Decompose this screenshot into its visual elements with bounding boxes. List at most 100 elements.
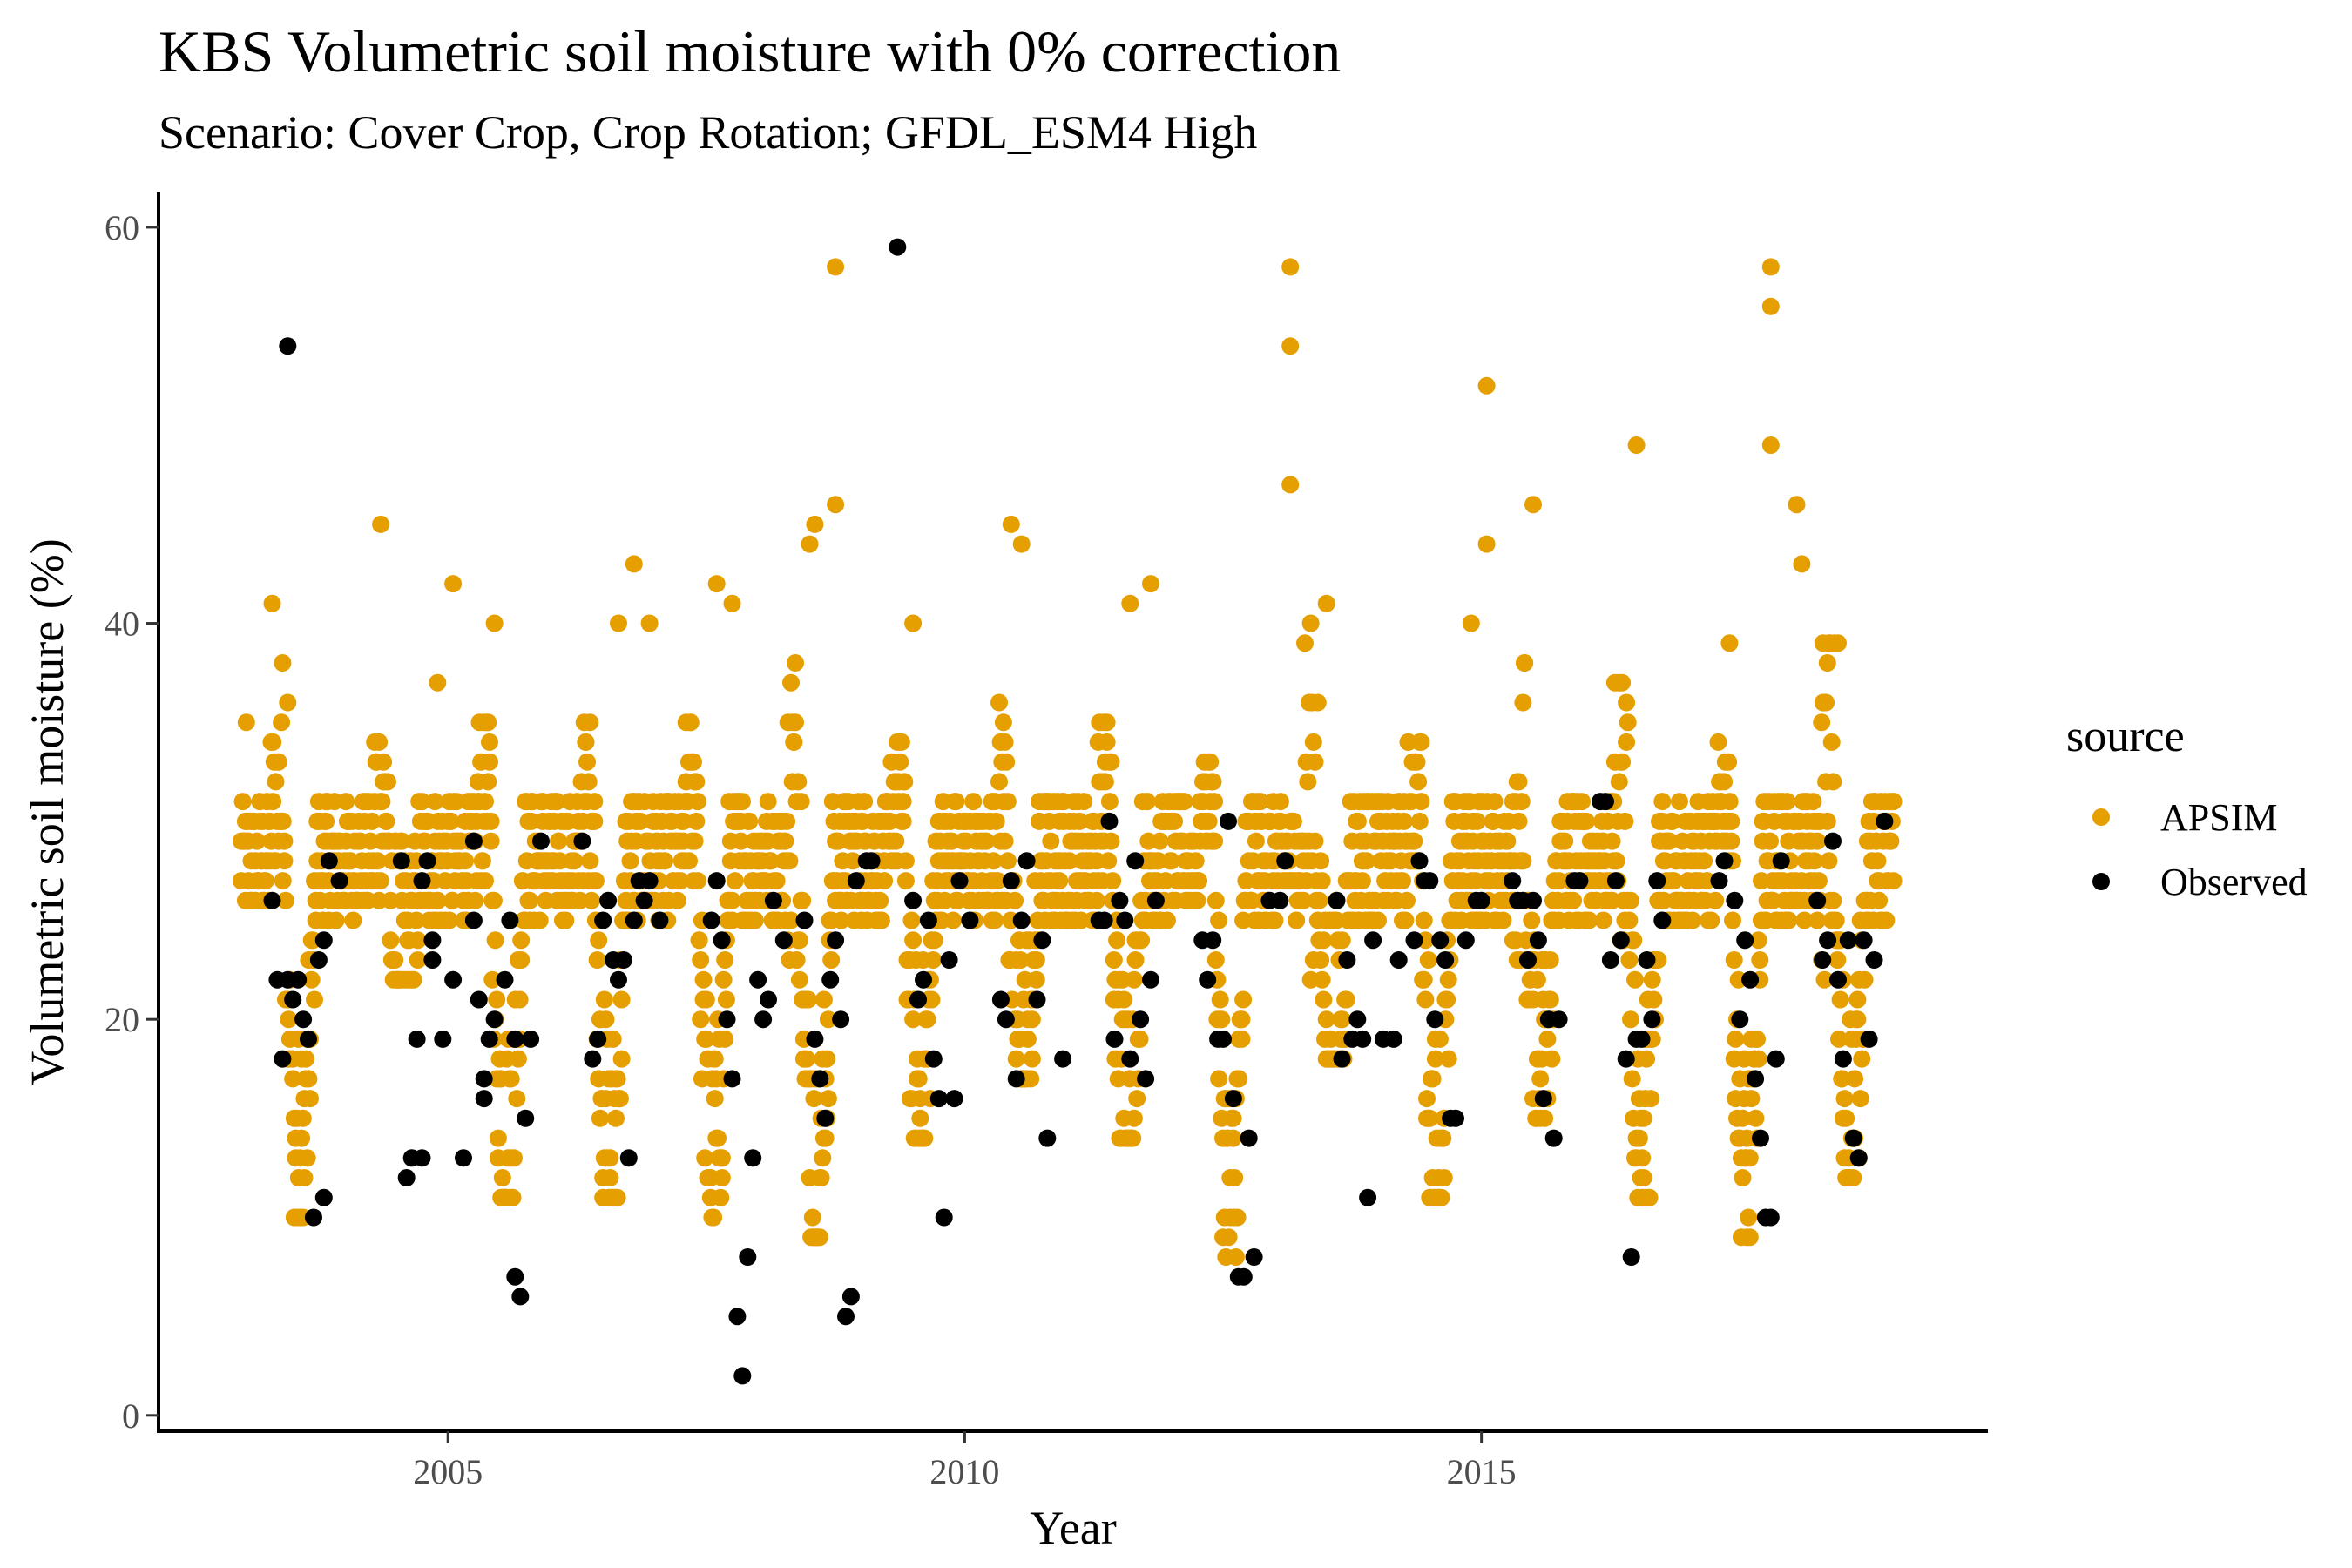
apsim-point <box>1512 793 1531 811</box>
observed-point <box>413 872 431 890</box>
apsim-point <box>989 872 1007 890</box>
apsim-point <box>362 812 381 830</box>
observed-point <box>470 990 488 1009</box>
apsim-point <box>1138 793 1156 811</box>
apsim-point <box>1734 1109 1752 1127</box>
apsim-point <box>504 1188 522 1206</box>
apsim-point <box>375 753 393 771</box>
apsim-point <box>1844 1169 1862 1186</box>
observed-point <box>1126 852 1145 870</box>
observed-point <box>1338 951 1356 969</box>
observed-point <box>1849 1149 1868 1167</box>
observed-point <box>501 911 519 929</box>
apsim-point <box>1724 911 1741 929</box>
observed-point <box>589 1030 607 1048</box>
apsim-point <box>1620 951 1639 969</box>
apsim-point <box>632 812 649 830</box>
apsim-point <box>1294 891 1313 909</box>
observed-point <box>274 1050 292 1068</box>
apsim-point <box>1396 911 1415 929</box>
observed-point <box>909 990 927 1009</box>
observed-point <box>1731 1010 1749 1029</box>
apsim-point <box>586 872 605 890</box>
apsim-point <box>1462 614 1480 632</box>
apsim-point <box>781 852 799 870</box>
apsim-point <box>1603 832 1621 850</box>
apsim-point <box>1315 931 1333 950</box>
observed-point <box>1100 812 1119 830</box>
observed-point <box>1142 970 1159 989</box>
observed-point <box>1814 951 1832 969</box>
apsim-point <box>1780 911 1798 929</box>
observed-point <box>423 951 442 969</box>
apsim-point <box>1051 872 1069 890</box>
apsim-point <box>442 812 460 830</box>
apsim-point <box>1622 1010 1639 1029</box>
apsim-point <box>1720 793 1739 811</box>
observed-point <box>940 951 958 969</box>
apsim-point <box>947 793 965 811</box>
apsim-point <box>787 951 806 969</box>
apsim-point <box>1210 911 1228 929</box>
apsim-point <box>1485 793 1504 811</box>
apsim-point <box>1528 970 1546 989</box>
observed-point <box>1204 931 1222 950</box>
apsim-point <box>505 1149 523 1167</box>
apsim-point <box>1220 1228 1238 1247</box>
apsim-point <box>1622 891 1639 909</box>
apsim-point <box>1200 812 1218 830</box>
apsim-point <box>875 872 894 890</box>
apsim-point <box>1284 812 1302 830</box>
observed-point <box>599 891 618 909</box>
observed-point <box>309 951 328 969</box>
observed-point <box>584 1050 602 1068</box>
apsim-point <box>1233 1030 1251 1048</box>
apsim-point <box>1749 1050 1767 1068</box>
apsim-point <box>902 911 921 929</box>
apsim-point <box>1333 1010 1351 1029</box>
observed-point <box>707 872 726 890</box>
observed-point <box>991 990 1010 1009</box>
apsim-point <box>1201 753 1220 771</box>
apsim-point <box>578 753 596 771</box>
apsim-point <box>794 891 812 909</box>
apsim-point <box>409 931 427 950</box>
observed-point <box>1865 951 1883 969</box>
observed-point <box>1653 911 1672 929</box>
apsim-point <box>1418 1090 1436 1108</box>
apsim-point <box>1415 911 1433 929</box>
observed-point <box>1844 1129 1862 1147</box>
apsim-point <box>1105 951 1123 969</box>
x-tick-label: 2005 <box>413 1452 483 1491</box>
apsim-point <box>640 614 659 632</box>
apsim-point <box>502 1070 520 1088</box>
apsim-point <box>818 1050 836 1068</box>
observed-point <box>1839 931 1857 950</box>
apsim-point <box>1634 1169 1652 1186</box>
apsim-point <box>732 832 750 850</box>
observed-point <box>392 852 410 870</box>
apsim-point <box>1541 990 1559 1009</box>
apsim-point <box>697 1030 715 1048</box>
apsim-point <box>714 970 733 989</box>
observed-point <box>397 1169 416 1186</box>
observed-point <box>320 852 338 870</box>
apsim-point <box>872 911 890 929</box>
apsim-point <box>1002 515 1020 533</box>
apsim-point <box>277 891 294 909</box>
observed-point <box>330 872 348 890</box>
apsim-point <box>1423 1070 1442 1088</box>
apsim-point <box>264 793 282 811</box>
apsim-point <box>1333 931 1351 950</box>
apsim-point <box>1820 852 1838 870</box>
apsim-point <box>716 951 734 969</box>
apsim-point <box>1369 911 1387 929</box>
observed-point <box>1834 1050 1852 1068</box>
apsim-point <box>1206 793 1224 811</box>
apsim-point <box>1027 970 1045 989</box>
apsim-point <box>1348 812 1367 830</box>
apsim-point <box>706 1050 724 1068</box>
apsim-point <box>787 713 804 732</box>
observed-point <box>1348 1010 1367 1029</box>
